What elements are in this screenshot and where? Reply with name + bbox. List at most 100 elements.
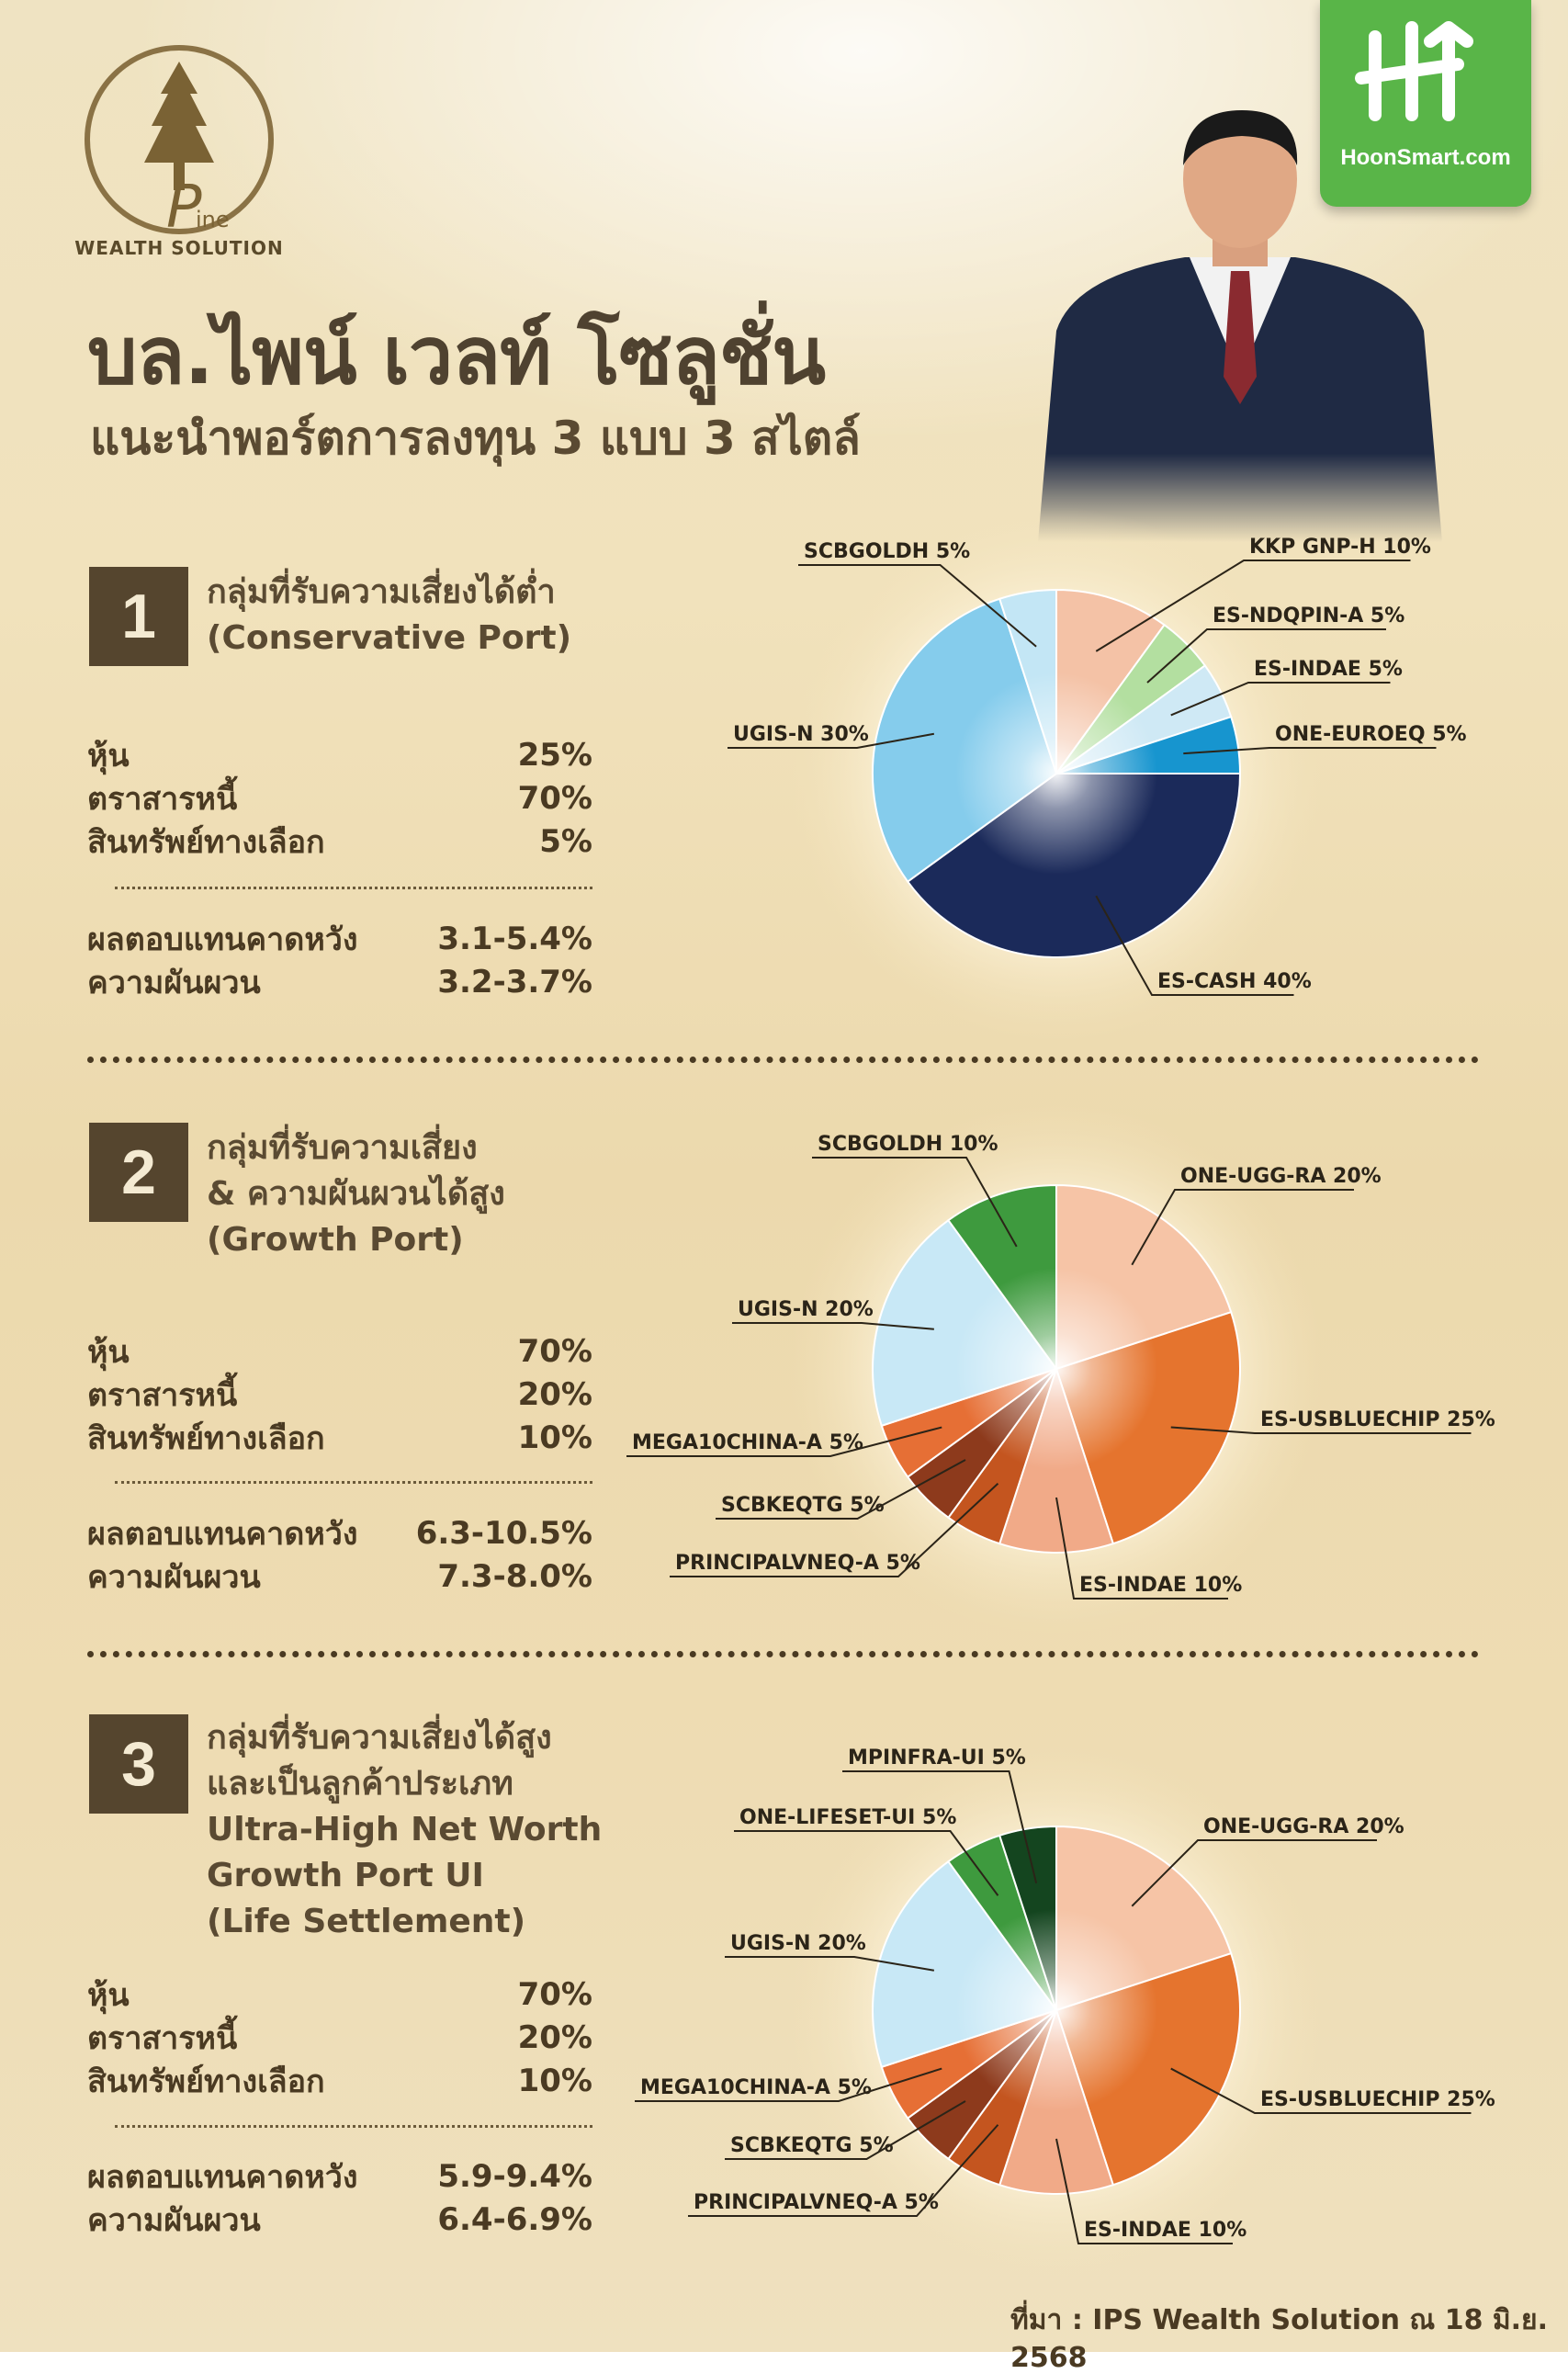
page-title: บล.ไพน์ เวลท์ โซลูชั่น (87, 311, 826, 402)
stat-row: หุ้น 25% (87, 733, 592, 776)
stat-label: หุ้น (87, 1976, 130, 2014)
pie-slice-label: KKP GNP-H 10% (1249, 536, 1431, 559)
pie-slice-label: ES-INDAE 5% (1254, 658, 1403, 681)
pie-slice-label: ES-USBLUECHIP 25% (1260, 1408, 1495, 1431)
pie-leader-line (734, 1830, 999, 1896)
pie-leader-line (688, 2124, 999, 2217)
pie-slice-label: MPINFRA-UI 5% (848, 1747, 1026, 1769)
section-2-title: กลุ่มที่รับความเสี่ยง & ความผันผวนได้สูง… (207, 1125, 505, 1263)
pie-slice-label: ES-NDQPIN-A 5% (1213, 605, 1404, 627)
pie-leader-line (812, 1157, 1018, 1248)
pie-slice-label: PRINCIPALVNEQ-A 5% (675, 1552, 920, 1575)
pie-center-highlight (955, 673, 1157, 875)
stat-label: สินทรัพย์ทางเลือก (87, 1419, 325, 1457)
pie-slice-label: ONE-EUROEQ 5% (1275, 723, 1467, 746)
section-2-metrics: ผลตอบแทนคาดหวัง 6.3-10.5% ความผันผวน 7.3-8… (87, 1511, 592, 1598)
pie-slice-label: UGIS-N 30% (733, 723, 869, 746)
section-1-number: 1 (89, 567, 188, 666)
pie-slice-label: SCBGOLDH 5% (804, 540, 970, 563)
pie-leader-line (1055, 2138, 1233, 2244)
section-3-allocation: หุ้น 70% ตราสารหนี้ 20% สินทรัพย์ทางเลือก 1… (87, 1973, 592, 2102)
metric-row: ผลตอบแทนคาดหวัง 6.3-10.5% (87, 1511, 592, 1554)
pie-slice-label: SCBGOLDH 10% (818, 1133, 998, 1156)
pie-leader-line (1095, 895, 1294, 996)
pie-slice-label: UGIS-N 20% (730, 1932, 866, 1955)
section-3-title: กลุ่มที่รับความเสี่ยงได้สูง และเป็นลูกค้… (207, 1715, 602, 1945)
logo-caption: WEALTH SOLUTION (74, 237, 284, 259)
pie-center-highlight (955, 1268, 1157, 1470)
stat-label: สินทรัพย์ทางเลือก (87, 2063, 325, 2100)
divider (115, 887, 592, 889)
hoonsmart-badge (1320, 0, 1531, 207)
metric-value: 6.4-6.9% (437, 2200, 592, 2238)
section-1-allocation: หุ้น 25% ตราสารหนี้ 70% สินทรัพย์ทางเลือก 5… (87, 733, 592, 863)
section-3-title-line: Ultra-High Net Worth (207, 1811, 603, 1848)
section-3-title-line: กลุ่มที่รับความเสี่ยงได้สูง (207, 1719, 552, 1757)
stat-row: ตราสารหนี้ 70% (87, 776, 592, 820)
metric-label: ความผันผวน (87, 2201, 261, 2239)
pie-leader-line (670, 1483, 999, 1577)
pie-slice-label: ONE-UGG-RA 20% (1203, 1815, 1404, 1838)
pie-leader-line (798, 564, 1037, 648)
pie-leader-line (1095, 560, 1411, 652)
pie-leader-line (725, 1956, 935, 1972)
section-3-title-line: Growth Port UI (207, 1857, 484, 1894)
section-2-number: 2 (89, 1123, 188, 1222)
stat-value: 20% (517, 1375, 592, 1413)
section-3-number: 3 (89, 1714, 188, 1814)
section-1-title: กลุ่มที่รับความเสี่ยงได้ต่ำ (Conservativ… (207, 570, 571, 661)
pie-slice-label: MEGA10CHINA-A 5% (640, 2076, 872, 2099)
pie-slice-label: SCBKEQTG 5% (730, 2134, 894, 2157)
pie-leader-line (842, 1770, 1038, 1883)
pie-slice-label: ONE-UGG-RA 20% (1180, 1165, 1382, 1188)
pie-leader-line (1183, 747, 1437, 755)
section-3-title-line: (Life Settlement) (207, 1903, 526, 1940)
pie-slice-label: ES-USBLUECHIP 25% (1260, 2088, 1495, 2111)
pie-slice-label: ES-INDAE 10% (1079, 1574, 1242, 1597)
pie-slice-label: PRINCIPALVNEQ-A 5% (694, 2191, 939, 2214)
section-3-title-line: และเป็นลูกค้าประเภท (207, 1765, 513, 1803)
metric-row: ผลตอบแทนคาดหวัง 5.9-9.4% (87, 2154, 592, 2198)
page-subtitle: แนะนำพอร์ตการลงทุน 3 แบบ 3 สไตล์ (90, 412, 861, 465)
metric-value: 7.3-8.0% (437, 1557, 592, 1595)
pie-leader-line (1055, 1497, 1228, 1600)
divider (115, 2125, 592, 2128)
stat-row: สินทรัพย์ทางเลือก 10% (87, 1416, 592, 1459)
metric-row: ความผันผวน 3.2-3.7% (87, 960, 592, 1003)
pie-slice-label: SCBKEQTG 5% (721, 1494, 885, 1517)
logo-letter: P (166, 174, 202, 242)
stat-row: หุ้น 70% (87, 1973, 592, 2016)
stat-value: 5% (539, 822, 592, 860)
metric-label: ผลตอบแทนคาดหวัง (87, 921, 358, 958)
pie-slice-label: ONE-LIFESET-UI 5% (739, 1806, 956, 1829)
pie-leader-line (1170, 1426, 1472, 1434)
pie-chart-conservative: KKP GNP-H 10% ES-NDQPIN-A 5% ES-INDAE 5% ON… (728, 507, 1467, 1040)
stat-value: 70% (517, 779, 592, 817)
section-2-title-line: & ความผันผวนได้สูง (207, 1175, 505, 1213)
metric-value: 3.2-3.7% (437, 963, 592, 1000)
section-2-title-line: (Growth Port) (207, 1221, 464, 1259)
metric-label: ความผันผวน (87, 964, 261, 1001)
pie-leader-line (1170, 682, 1391, 717)
section-2-title-line: กลุ่มที่รับความเสี่ยง (207, 1129, 478, 1167)
presenter-photo (1038, 110, 1442, 542)
metric-label: ความผันผวน (87, 1558, 261, 1596)
stat-row: ตราสารหนี้ 20% (87, 1373, 592, 1416)
stat-label: ตราสารหนี้ (87, 780, 238, 818)
pie-leader-line (1170, 2067, 1472, 2114)
stat-value: 25% (517, 736, 592, 774)
pie-leader-line (1131, 1189, 1354, 1266)
section-2-allocation: หุ้น 70% ตราสารหนี้ 20% สินทรัพย์ทางเลือก 1… (87, 1329, 592, 1459)
metric-value: 5.9-9.4% (437, 2157, 592, 2195)
section-3-metrics: ผลตอบแทนคาดหวัง 5.9-9.4% ความผันผวน 6.4-6.… (87, 2154, 592, 2241)
pie-center-highlight (955, 1909, 1157, 2111)
metric-value: 3.1-5.4% (437, 920, 592, 957)
pie-leader-line (1146, 628, 1386, 684)
metric-label: ผลตอบแทนคาดหวัง (87, 1515, 358, 1553)
stat-label: สินทรัพย์ทางเลือก (87, 823, 325, 861)
section-1-title-line: (Conservative Port) (207, 619, 572, 657)
pie-leader-line (732, 1322, 934, 1330)
stat-label: หุ้น (87, 1333, 130, 1371)
stat-label: ตราสารหนี้ (87, 1376, 238, 1414)
pie-leader-line (635, 2067, 942, 2102)
